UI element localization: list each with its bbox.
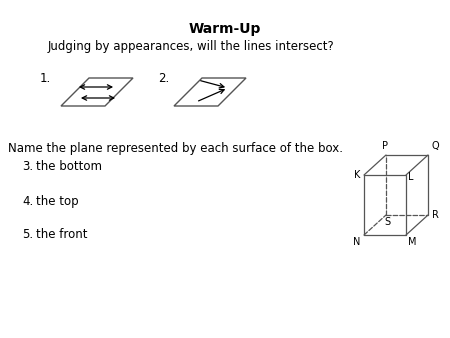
Text: 4.: 4. <box>22 195 33 208</box>
Text: the bottom: the bottom <box>36 160 102 173</box>
Text: R: R <box>432 210 439 220</box>
Text: M: M <box>408 237 417 247</box>
Text: 3.: 3. <box>22 160 33 173</box>
Text: Warm-Up: Warm-Up <box>189 22 261 36</box>
Text: Name the plane represented by each surface of the box.: Name the plane represented by each surfa… <box>8 142 343 155</box>
Text: K: K <box>354 170 360 180</box>
Text: N: N <box>353 237 360 247</box>
Text: L: L <box>408 172 414 182</box>
Text: Judging by appearances, will the lines intersect?: Judging by appearances, will the lines i… <box>48 40 335 53</box>
Text: 1.: 1. <box>40 72 51 85</box>
Text: the top: the top <box>36 195 79 208</box>
Text: Q: Q <box>432 141 440 151</box>
Text: 5.: 5. <box>22 228 33 241</box>
Text: S: S <box>384 217 390 227</box>
Text: P: P <box>382 141 388 151</box>
Text: the front: the front <box>36 228 87 241</box>
Text: 2.: 2. <box>158 72 169 85</box>
